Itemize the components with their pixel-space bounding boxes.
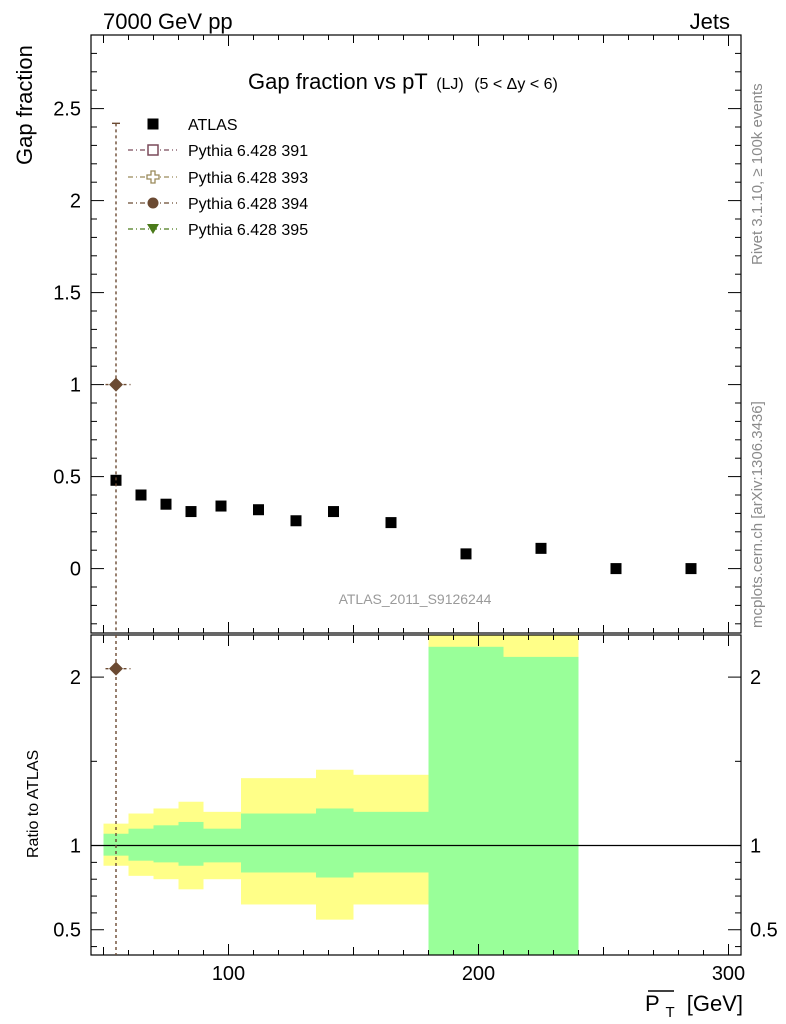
pythia-point (109, 377, 123, 392)
band-green-10 (503, 656, 579, 955)
ratio-bands (103, 635, 579, 955)
atlas-point-5 (253, 504, 264, 516)
main-panel-frame (90, 34, 742, 634)
band-green-3 (178, 821, 204, 866)
ratio-y-tick-label-2: 2 (70, 667, 81, 689)
atlas-point-9 (460, 548, 472, 560)
x-tick-label-1: 200 (462, 963, 495, 985)
band-green-0 (103, 833, 129, 856)
atlas-point-1 (135, 489, 147, 501)
y-tick-label-1: 0.5 (53, 467, 81, 489)
legend-label-1: Pythia 6.428 391 (188, 143, 308, 160)
legend-marker-3 (147, 197, 159, 209)
legend-label-4: Pythia 6.428 395 (188, 222, 308, 239)
header-left: 7000 GeV pp (103, 9, 233, 34)
ratio-border (90, 634, 742, 956)
y-tick-label-0: 0 (70, 559, 81, 581)
atlas-point-10 (535, 542, 547, 554)
legend-label-3: Pythia 6.428 394 (188, 196, 308, 213)
ratio-y-tick-label-1: 1 (70, 836, 81, 858)
atlas-point-12 (685, 563, 697, 575)
band-green-7 (316, 808, 354, 878)
x-axis-label-unit: [GeV] (687, 991, 743, 1016)
chart-title-cond: (5 < Δy < 6) (474, 76, 558, 93)
band-green-1 (128, 828, 154, 861)
side-label-mcplots: mcplots.cern.ch [arXiv:1306.3436] (749, 401, 766, 628)
y-tick-label-5: 2.5 (53, 99, 81, 121)
legend-marker-1 (147, 144, 159, 156)
ratio-y-tick-label-right-1: 1 (750, 836, 761, 858)
x-axis-label: P T [GeV] (645, 991, 743, 1022)
y-tick-label-3: 1.5 (53, 283, 81, 305)
legend-marker-4 (147, 224, 159, 234)
atlas-point-11 (610, 563, 622, 575)
x-tick-label-2: 300 (712, 963, 745, 985)
main-border (90, 34, 742, 634)
side-label-rivet: Rivet 3.1.10, ≥ 100k events (749, 83, 766, 265)
band-green-6 (278, 813, 316, 873)
legend-label-2: Pythia 6.428 393 (188, 170, 308, 187)
atlas-point-8 (385, 517, 397, 529)
pythia-ratio-point (109, 661, 123, 676)
pythia-points (105, 122, 131, 955)
atlas-point-3 (185, 506, 197, 518)
x-axis-label-sub: T (665, 1004, 674, 1021)
y-tick-label-4: 2 (70, 191, 81, 213)
axis-tick-labels: 0 0.5 1 1.5 2 2.5 0.5 0.5 1 1 2 2 100 200 300 (53, 99, 778, 985)
ratio-panel-frame (90, 634, 742, 956)
atlas-point-7 (328, 506, 339, 518)
band-green-9 (428, 646, 504, 955)
x-axis-label-base: P (645, 991, 659, 1016)
atlas-points (110, 474, 697, 575)
ratio-y-tick-label-0: 0.5 (53, 920, 81, 942)
band-green-8 (353, 811, 429, 873)
legend: ATLAS Pythia 6.428 391 Pythia 6.428 393 Pyt… (128, 117, 308, 239)
atlas-point-6 (290, 515, 302, 527)
band-green-2 (153, 825, 179, 863)
chart-title: Gap fraction vs pT (LJ) (5 < Δy < 6) (248, 69, 558, 94)
chart-title-main: Gap fraction vs pT (248, 69, 428, 94)
band-green-5 (241, 813, 279, 873)
legend-marker-0 (147, 118, 159, 130)
atlas-point-4 (215, 500, 227, 512)
atlas-point-2 (160, 498, 172, 510)
legend-label-0: ATLAS (188, 117, 238, 134)
ratio-y-axis-label: Ratio to ATLAS (25, 750, 42, 858)
watermark: ATLAS_2011_S9126244 (339, 591, 492, 607)
y-axis-label: Gap fraction (12, 45, 37, 165)
ratio-y-tick-label-right-0: 0.5 (750, 920, 778, 942)
legend-marker-2 (146, 170, 160, 184)
header-right: Jets (690, 9, 730, 34)
ratio-y-tick-label-right-2: 2 (750, 667, 761, 689)
chart-title-sub: (LJ) (436, 76, 464, 93)
y-tick-label-2: 1 (70, 375, 81, 397)
x-tick-label-0: 100 (212, 963, 245, 985)
